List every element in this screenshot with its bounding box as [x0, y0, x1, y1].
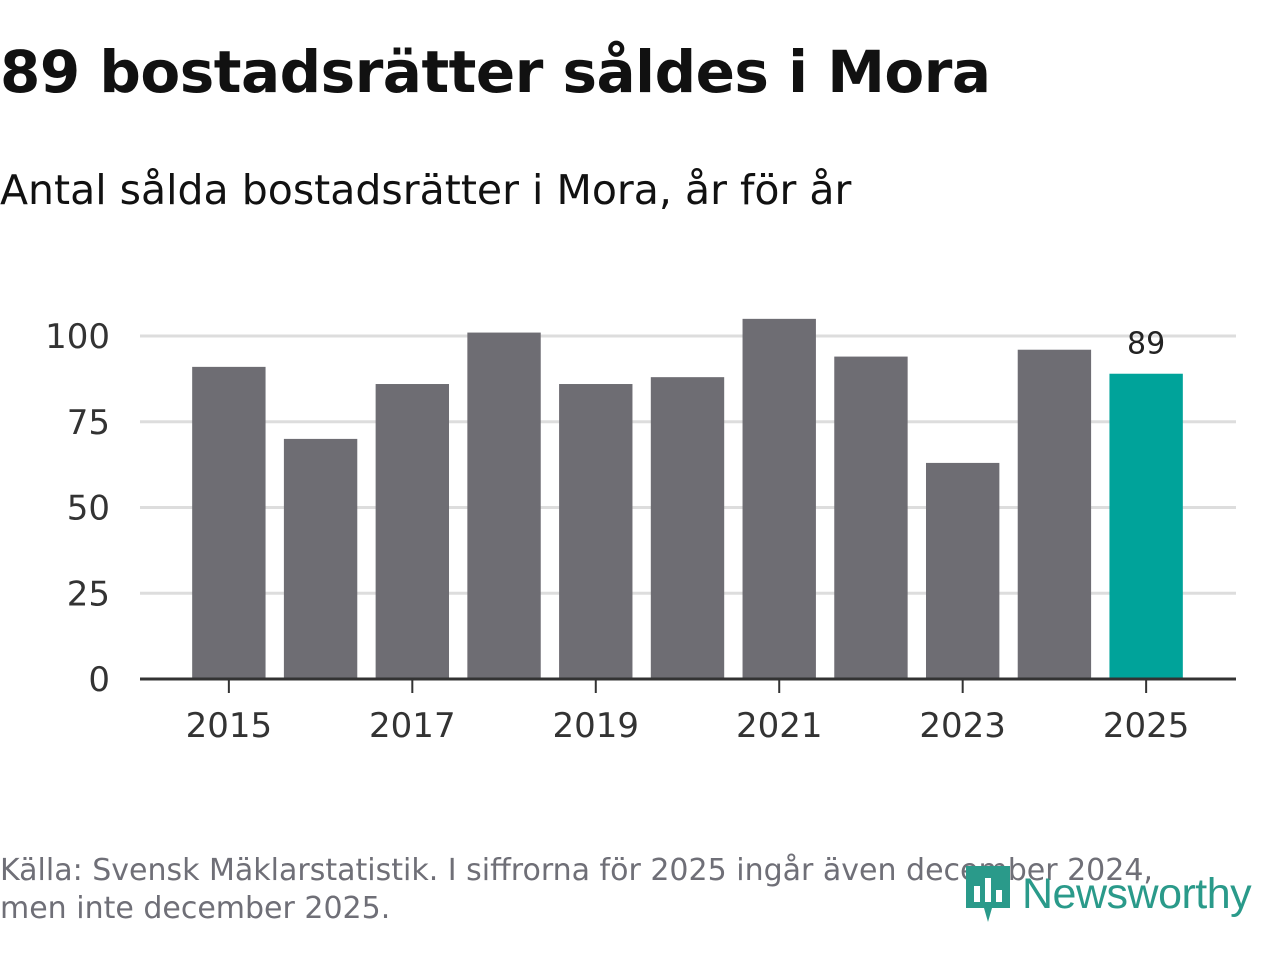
source-note-line-1: Källa: Svensk Mäklarstatistik. I siffror…	[0, 853, 1153, 888]
x-tick-label: 2017	[369, 706, 456, 746]
y-tick-label: 0	[88, 660, 110, 700]
bar-2024	[1017, 349, 1092, 679]
bar-2021	[742, 318, 816, 679]
bar-2020	[650, 377, 725, 679]
x-tick-label: 2023	[919, 706, 1006, 746]
y-tick-label: 25	[67, 574, 110, 614]
y-tick-label: 50	[67, 489, 110, 529]
newsworthy-logo: Newsworthy	[962, 862, 1252, 926]
bar-2018	[467, 332, 541, 679]
bar-2025	[1109, 373, 1183, 679]
bar-2015	[192, 366, 266, 679]
newsworthy-chart-icon	[966, 866, 1010, 922]
bar-2016	[283, 438, 358, 679]
x-tick-label: 2025	[1103, 706, 1190, 746]
bar-2017	[375, 384, 450, 679]
data-label-2025: 89	[1127, 327, 1165, 362]
x-tick-label: 2015	[186, 706, 273, 746]
x-tick-label: 2019	[553, 706, 640, 746]
source-note-line-2: men inte december 2025.	[0, 891, 391, 926]
bar-chart: 0 25 50 75 100 89 2015 2017 2019 2021 2023 2025	[45, 317, 1236, 746]
y-tick-label: 75	[67, 403, 110, 443]
chart-title: 89 bostadsrätter såldes i Mora	[0, 38, 991, 106]
y-tick-label: 100	[45, 317, 110, 357]
bar-2023	[925, 462, 1000, 679]
x-tick-label: 2021	[736, 706, 823, 746]
chart-subtitle: Antal sålda bostadsrätter i Mora, år för…	[0, 166, 852, 214]
source-note: Källa: Svensk Mäklarstatistik. I siffror…	[0, 852, 1240, 928]
newsworthy-logo-text: Newsworthy	[1022, 869, 1252, 918]
bar-2019	[559, 384, 633, 679]
bar-2022	[834, 356, 908, 679]
